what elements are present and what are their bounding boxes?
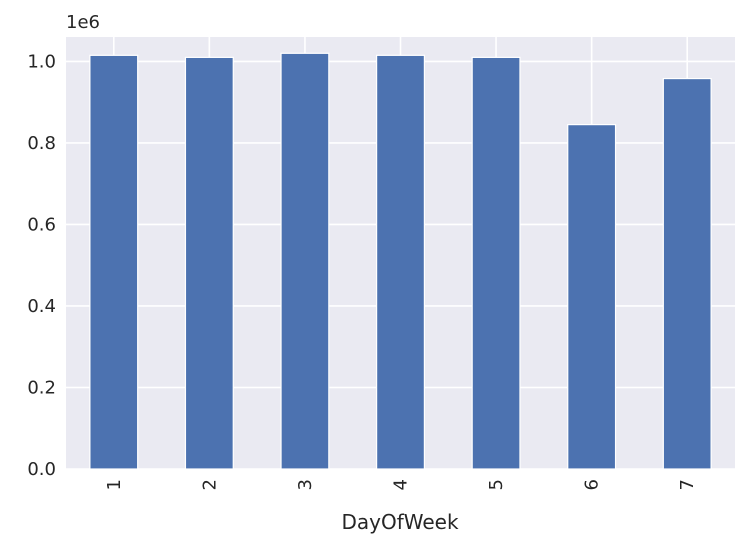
x-axis-ticks: 1 2 3 4 5 6 7 (104, 479, 698, 490)
y-axis-offset-label: 1e6 (66, 12, 100, 33)
x-axis-label: DayOfWeek (341, 510, 458, 534)
y-tick-label: 0.8 (27, 133, 56, 154)
bar-4 (376, 54, 425, 470)
bars (89, 52, 712, 470)
y-tick-label: 0.6 (27, 214, 56, 235)
x-tick-label: 5 (486, 479, 507, 490)
bar-1 (89, 54, 139, 470)
x-tick-label: 1 (104, 479, 125, 490)
x-tick-label: 3 (295, 479, 316, 490)
x-tick-label: 6 (582, 479, 603, 490)
y-tick-label: 0.2 (27, 377, 56, 398)
y-tick-label: 1.0 (27, 51, 56, 72)
y-tick-label: 0.0 (27, 459, 56, 480)
bar-3 (280, 52, 330, 470)
bar-2 (184, 56, 234, 470)
x-tick-label: 4 (391, 479, 412, 490)
bar-5 (471, 56, 521, 470)
y-tick-label: 0.4 (27, 296, 56, 317)
bar-7 (662, 77, 712, 470)
bar-6 (567, 124, 617, 470)
x-tick-label: 2 (199, 479, 220, 490)
y-axis-ticks: 0.0 0.2 0.4 0.6 0.8 1.0 (27, 51, 56, 480)
x-tick-label: 7 (677, 479, 698, 490)
